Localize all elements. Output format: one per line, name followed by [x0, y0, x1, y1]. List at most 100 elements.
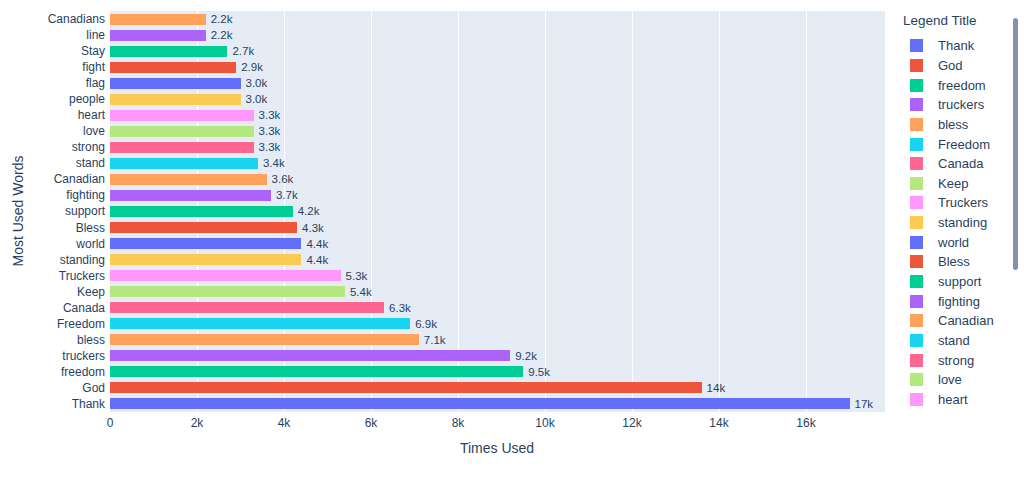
bar-value-label: 3.4k: [263, 155, 285, 171]
bar[interactable]: [110, 222, 297, 233]
bar[interactable]: [110, 350, 510, 361]
bar[interactable]: [110, 94, 241, 105]
bar-value-label: 5.4k: [350, 284, 372, 300]
bar[interactable]: [110, 238, 301, 249]
bar-value-label: 2.2k: [211, 11, 233, 27]
bar[interactable]: [110, 174, 267, 185]
bar[interactable]: [110, 158, 258, 169]
bar[interactable]: [110, 254, 301, 265]
bar[interactable]: [110, 398, 850, 409]
legend-item[interactable]: Thank: [897, 36, 1024, 56]
bar[interactable]: [110, 126, 254, 137]
bar[interactable]: [110, 78, 241, 89]
y-tick-label: line: [86, 27, 105, 43]
x-tick-label: 12k: [622, 416, 641, 430]
legend-item[interactable]: support: [897, 272, 1024, 292]
x-tick-label: 2k: [191, 416, 204, 430]
bar[interactable]: [110, 206, 293, 217]
legend-item-label: bless: [938, 117, 968, 132]
bar[interactable]: [110, 270, 341, 281]
legend-item-label: Bless: [938, 254, 970, 269]
legend-item[interactable]: strong: [897, 350, 1024, 370]
legend-swatch: [910, 138, 923, 151]
bar-value-label: 2.2k: [211, 27, 233, 43]
bar[interactable]: [110, 14, 206, 25]
bar[interactable]: [110, 62, 236, 73]
bar[interactable]: [110, 110, 254, 121]
legend-item-label: support: [938, 274, 981, 289]
legend-swatch: [910, 393, 923, 406]
bar-row: truckers9.2k: [110, 348, 885, 364]
y-tick-label: freedom: [61, 364, 105, 380]
legend-scrollbar-thumb[interactable]: [1013, 18, 1018, 270]
bar-row: standing4.4k: [110, 252, 885, 268]
legend-swatch: [910, 216, 923, 229]
y-tick-label: people: [69, 91, 105, 107]
bar-value-label: 3.0k: [246, 75, 268, 91]
legend-item[interactable]: Bless: [897, 252, 1024, 272]
legend-items: ThankGodfreedomtruckersblessFreedomCanad…: [897, 36, 1024, 409]
bar-row: bless7.1k: [110, 332, 885, 348]
legend-item[interactable]: truckers: [897, 95, 1024, 115]
legend-item[interactable]: love: [897, 370, 1024, 390]
bar[interactable]: [110, 334, 419, 345]
y-tick-label: support: [65, 203, 105, 219]
bar-row: fighting3.7k: [110, 187, 885, 203]
bar-value-label: 3.7k: [276, 187, 298, 203]
legend-item[interactable]: God: [897, 56, 1024, 76]
bar-value-label: 3.3k: [259, 123, 281, 139]
y-tick-label: Thank: [72, 396, 105, 412]
bar-row: fight2.9k: [110, 59, 885, 75]
bar[interactable]: [110, 366, 523, 377]
legend-item-label: Canadian: [938, 313, 994, 328]
y-tick-label: God: [82, 380, 105, 396]
bar[interactable]: [110, 318, 410, 329]
bar[interactable]: [110, 302, 384, 313]
bar-value-label: 6.9k: [415, 316, 437, 332]
y-tick-label: fight: [82, 59, 105, 75]
bar-value-label: 6.3k: [389, 300, 411, 316]
legend-item[interactable]: heart: [897, 390, 1024, 410]
bar-value-label: 9.2k: [515, 348, 537, 364]
bar-value-label: 17k: [855, 396, 874, 412]
legend-item[interactable]: bless: [897, 115, 1024, 135]
x-tick-label: 6k: [365, 416, 378, 430]
legend-item[interactable]: Truckers: [897, 193, 1024, 213]
legend: Legend Title ThankGodfreedomtruckersbles…: [897, 13, 1024, 409]
bar-row: line2.2k: [110, 27, 885, 43]
y-tick-label: Stay: [81, 43, 105, 59]
legend-item[interactable]: fighting: [897, 291, 1024, 311]
legend-item[interactable]: Canadian: [897, 311, 1024, 331]
y-tick-label: Freedom: [57, 316, 105, 332]
x-tick-label: 10k: [535, 416, 554, 430]
bar[interactable]: [110, 190, 271, 201]
bar-row: love3.3k: [110, 123, 885, 139]
bar-row: Keep5.4k: [110, 284, 885, 300]
legend-item[interactable]: standing: [897, 213, 1024, 233]
bar-value-label: 14k: [707, 380, 726, 396]
legend-item[interactable]: stand: [897, 331, 1024, 351]
bar[interactable]: [110, 142, 254, 153]
legend-swatch: [910, 373, 923, 386]
x-axis-ticks: 02k4k6k8k10k12k14k16k: [110, 416, 885, 432]
legend-swatch: [910, 196, 923, 209]
legend-item[interactable]: Canada: [897, 154, 1024, 174]
legend-item[interactable]: Keep: [897, 173, 1024, 193]
legend-swatch: [910, 295, 923, 308]
y-tick-label: strong: [72, 139, 105, 155]
legend-item[interactable]: freedom: [897, 75, 1024, 95]
legend-swatch: [910, 177, 923, 190]
legend-item-label: strong: [938, 353, 974, 368]
bar[interactable]: [110, 382, 702, 393]
y-tick-label: love: [83, 123, 105, 139]
bar[interactable]: [110, 30, 206, 41]
legend-item[interactable]: Freedom: [897, 134, 1024, 154]
bar-row: Canada6.3k: [110, 300, 885, 316]
legend-item-label: love: [938, 372, 962, 387]
bar[interactable]: [110, 286, 345, 297]
legend-swatch: [910, 59, 923, 72]
legend-item[interactable]: world: [897, 232, 1024, 252]
bar-row: stand3.4k: [110, 155, 885, 171]
bar-value-label: 4.4k: [306, 252, 328, 268]
bar[interactable]: [110, 46, 227, 57]
